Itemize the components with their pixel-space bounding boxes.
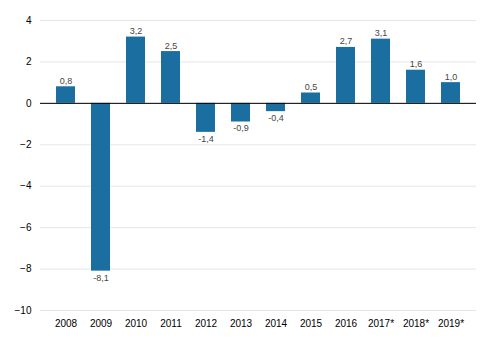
- svg-text:3,2: 3,2: [130, 26, 143, 36]
- svg-text:-0,9: -0,9: [233, 123, 249, 133]
- svg-text:2019*: 2019*: [438, 318, 464, 329]
- svg-text:1,6: 1,6: [410, 59, 423, 69]
- svg-text:2014: 2014: [265, 318, 288, 329]
- svg-text:-8,1: -8,1: [93, 273, 109, 283]
- svg-text:−4: −4: [20, 180, 32, 191]
- svg-text:2011: 2011: [160, 318, 182, 329]
- svg-text:2012: 2012: [195, 318, 218, 329]
- svg-text:3,1: 3,1: [375, 28, 388, 38]
- svg-text:2017*: 2017*: [368, 318, 394, 329]
- svg-text:−10: −10: [15, 305, 32, 316]
- svg-text:2009: 2009: [90, 318, 113, 329]
- svg-text:2015: 2015: [300, 318, 323, 329]
- svg-text:2010: 2010: [125, 318, 148, 329]
- svg-text:4: 4: [26, 15, 32, 26]
- svg-text:0: 0: [26, 98, 32, 109]
- svg-text:−8: −8: [20, 263, 32, 274]
- svg-text:2: 2: [26, 56, 32, 67]
- svg-text:-0,4: -0,4: [268, 113, 284, 123]
- svg-text:-1,4: -1,4: [198, 134, 214, 144]
- svg-text:2,7: 2,7: [340, 36, 353, 46]
- svg-text:2018*: 2018*: [403, 318, 429, 329]
- svg-text:0,8: 0,8: [60, 76, 73, 86]
- svg-text:2008: 2008: [55, 318, 78, 329]
- svg-text:2016: 2016: [335, 318, 358, 329]
- svg-text:−6: −6: [20, 222, 32, 233]
- svg-text:0,5: 0,5: [305, 82, 318, 92]
- svg-text:1,0: 1,0: [445, 72, 458, 82]
- svg-text:2013: 2013: [230, 318, 253, 329]
- svg-text:2,5: 2,5: [165, 41, 178, 51]
- svg-text:−2: −2: [20, 139, 32, 150]
